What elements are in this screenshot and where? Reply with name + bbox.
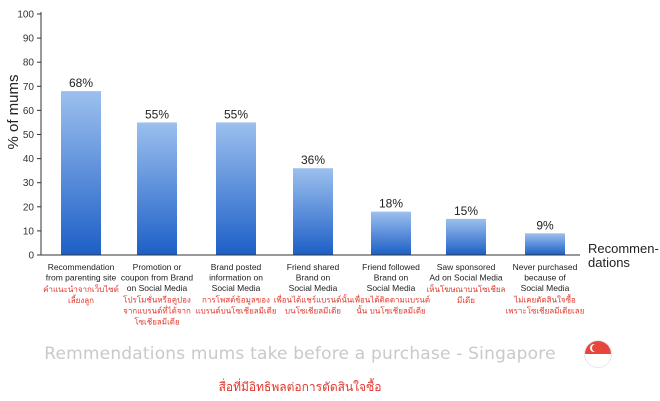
y-tick-label: 50 (23, 130, 35, 141)
x-axis-label: Recommen-dations (588, 241, 659, 270)
bar (525, 233, 565, 255)
bar-value-label: 15% (454, 204, 478, 218)
x-axis: Recommendation from parenting siteคำแนะนำ… (41, 254, 585, 327)
x-category-label-thai: การโพสต์ข้อมูลของแบรนด์บนโซเชียลมีเดีย (195, 295, 276, 316)
singapore-flag-icon (584, 340, 612, 368)
bar-value-label: 18% (379, 197, 403, 211)
bar (446, 218, 486, 255)
bar-value-label: 55% (224, 107, 248, 121)
y-axis: 0 10 20 30 40 50 60 70 80 90 100 (17, 10, 42, 262)
x-category-label: Saw sponsored Ad on Social Media (429, 262, 503, 283)
x-category-label-thai: โปรโมชั่นหรือคูปองจากแบรนด์ที่ได้จากโซเช… (123, 294, 191, 327)
y-tick-label: 100 (17, 10, 34, 21)
y-tick-label: 60 (23, 106, 35, 117)
y-tick-label: 40 (23, 154, 35, 165)
x-category-label: Friend shared Brand on Social Media (287, 262, 340, 293)
x-category-label: Brand posted information on Social Media (209, 262, 263, 293)
bar-value-label: 55% (145, 107, 169, 121)
bar (293, 168, 333, 255)
x-category-label-thai: คำแนะนำจากเว็บไซต์เลี้ยงลูก (43, 284, 119, 306)
chart-subcaption: สื่อที่มีอิทธิพลต่อการตัดสินใจซื้อ (218, 380, 382, 394)
bar (216, 122, 256, 255)
x-category-label-thai: เห็นโฆษณาบนโซเชียลมีเดีย (427, 284, 506, 305)
bars: 68% 55% 55% 36% 18% 15% 9% (61, 76, 565, 256)
y-tick-label: 0 (28, 251, 34, 262)
x-category-label: Promotion or coupon from Brand on Social M… (121, 262, 194, 293)
x-category-label-thai: ไม่เคยตัดสินใจซื้อเพราะโซเชียลมีเดียเลย (506, 294, 585, 316)
bar-value-label: 68% (69, 76, 93, 90)
bar (61, 91, 101, 256)
y-tick-label: 70 (23, 82, 35, 93)
x-category-label: Never purchased because of Social Media (513, 262, 578, 293)
bar-chart: 0 10 20 30 40 50 60 70 80 90 100 68% 55% 55% 36% 18% 15… (5, 10, 659, 327)
y-axis-label: % of mums (5, 74, 22, 149)
y-tick-label: 30 (23, 178, 35, 189)
bar (137, 122, 177, 255)
bar-value-label: 9% (536, 218, 554, 232)
y-tick-label: 90 (23, 34, 35, 45)
bar (371, 211, 411, 255)
x-category-label-thai: เพื่อนได้ติดตามแบรนด์นั้น บนโซเชียลมีเดี… (352, 294, 430, 316)
x-category-label-thai: เพื่อนได้แชร์แบรนด์นั้นบนโซเชียลมีเดีย (274, 294, 353, 316)
bar-value-label: 36% (301, 153, 325, 167)
chart-caption: Remmendations mums take before a purchas… (44, 344, 556, 364)
x-category-label: Recommendation from parenting site (46, 262, 117, 283)
y-tick-label: 80 (23, 58, 35, 69)
y-tick-label: 20 (23, 202, 35, 213)
y-tick-label: 10 (23, 226, 35, 237)
x-category-label: Friend followed Brand on Social Media (362, 262, 420, 293)
